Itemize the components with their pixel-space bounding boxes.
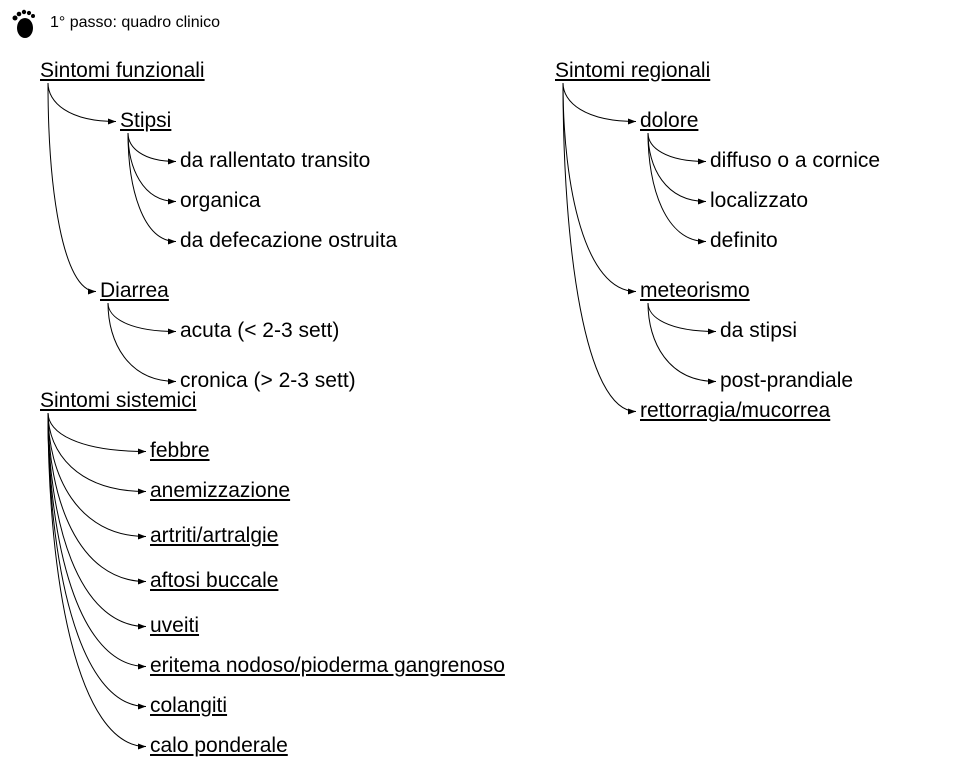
arrowhead-sistemici-colangiti — [138, 704, 146, 710]
node-localizz: localizzato — [710, 189, 808, 213]
arrowhead-right_root-rettorr — [628, 409, 636, 415]
arrow-sistemici-anemizz — [48, 413, 146, 492]
node-artriti: artriti/artralgie — [150, 524, 278, 548]
arrowhead-sistemici-anemizz — [138, 489, 146, 495]
node-right_root: Sintomi regionali — [555, 59, 710, 83]
arrowhead-left_root-stipsi — [108, 119, 116, 125]
node-left_root: Sintomi funzionali — [40, 59, 205, 83]
arrow-stipsi-defecazione — [128, 133, 176, 242]
node-sistemici: Sintomi sistemici — [40, 389, 196, 413]
arrow-dolore-localizz — [648, 133, 706, 202]
arrowhead-diarrea-cronica — [168, 379, 176, 385]
node-anemizz: anemizzazione — [150, 479, 290, 503]
arrowhead-sistemici-uveiti — [138, 624, 146, 630]
arrowhead-dolore-definito — [698, 239, 706, 245]
arrowhead-sistemici-aftosi — [138, 579, 146, 585]
arrowhead-dolore-localizz — [698, 199, 706, 205]
node-colangiti: colangiti — [150, 694, 227, 718]
arrowhead-meteor-postpr — [708, 379, 716, 385]
arrowhead-right_root-meteor — [628, 289, 636, 295]
slide-root: { "font_family":"Arial, Helvetica, sans-… — [0, 0, 960, 775]
node-stipsi: Stipsi — [120, 109, 171, 133]
node-acuta: acuta (< 2-3 sett) — [180, 319, 339, 343]
arrow-dolore-diffuso — [648, 133, 706, 162]
arrow-meteor-postpr — [648, 303, 716, 382]
node-rettorr: rettorragia/mucorrea — [640, 399, 830, 423]
arrowhead-left_root-diarrea — [88, 289, 96, 295]
arrowhead-dolore-diffuso — [698, 159, 706, 165]
arrow-stipsi-rallentato — [128, 133, 176, 162]
arrow-sistemici-eritema — [48, 413, 146, 667]
arrow-sistemici-aftosi — [48, 413, 146, 582]
node-aftosi: aftosi buccale — [150, 569, 278, 593]
arrow-sistemici-colangiti — [48, 413, 146, 707]
arrowhead-diarrea-acuta — [168, 329, 176, 335]
node-meteor: meteorismo — [640, 279, 750, 303]
arrowhead-meteor-dastipsi — [708, 329, 716, 335]
arrow-sistemici-artriti — [48, 413, 146, 537]
arrowhead-right_root-dolore — [628, 119, 636, 125]
node-defecazione: da defecazione ostruita — [180, 229, 397, 253]
node-rallentato: da rallentato transito — [180, 149, 370, 173]
node-eritema: eritema nodoso/pioderma gangrenoso — [150, 654, 505, 678]
node-dolore: dolore — [640, 109, 698, 133]
arrow-sistemici-calo — [48, 413, 146, 747]
arrow-diarrea-acuta — [108, 303, 176, 332]
node-cronica: cronica (> 2-3 sett) — [180, 369, 356, 393]
node-diffuso: diffuso o a cornice — [710, 149, 880, 173]
arrow-sistemici-uveiti — [48, 413, 146, 627]
arrow-dolore-definito — [648, 133, 706, 242]
node-dastipsi: da stipsi — [720, 319, 797, 343]
node-diarrea: Diarrea — [100, 279, 169, 303]
arrowhead-sistemici-eritema — [138, 664, 146, 670]
arrow-right_root-rettorr — [563, 83, 636, 412]
arrow-right_root-meteor — [563, 83, 636, 292]
arrow-left_root-stipsi — [48, 83, 116, 122]
arrowhead-stipsi-defecazione — [168, 239, 176, 245]
arrowhead-sistemici-calo — [138, 744, 146, 750]
arrow-diarrea-cronica — [108, 303, 176, 382]
arrow-stipsi-organica — [128, 133, 176, 202]
node-febbre: febbre — [150, 439, 210, 463]
node-organica: organica — [180, 189, 261, 213]
arrowhead-sistemici-artriti — [138, 534, 146, 540]
arrow-left_root-diarrea — [48, 83, 96, 292]
arrowhead-sistemici-febbre — [138, 449, 146, 455]
arrowhead-stipsi-organica — [168, 199, 176, 205]
title: 1° passo: quadro clinico — [50, 14, 220, 32]
footprint-icon — [8, 8, 40, 40]
node-postpr: post-prandiale — [720, 369, 853, 393]
arrowhead-stipsi-rallentato — [168, 159, 176, 165]
node-calo: calo ponderale — [150, 734, 288, 758]
arrow-sistemici-febbre — [48, 413, 146, 452]
node-uveiti: uveiti — [150, 614, 199, 638]
arrow-meteor-dastipsi — [648, 303, 716, 332]
node-definito: definito — [710, 229, 778, 253]
arrow-right_root-dolore — [563, 83, 636, 122]
